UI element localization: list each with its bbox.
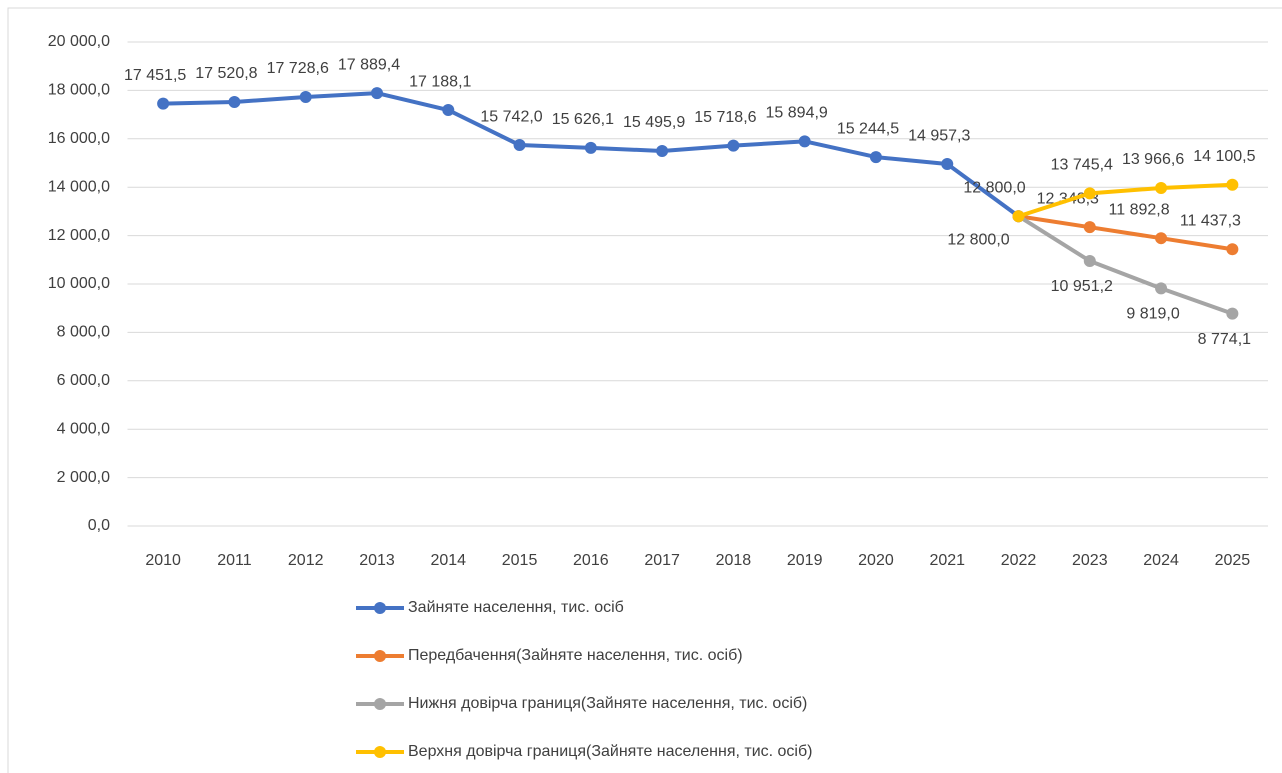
x-tick-label: 2023 bbox=[1072, 552, 1108, 569]
x-tick-label: 2018 bbox=[716, 552, 752, 569]
data-label: 15 495,9 bbox=[623, 114, 685, 131]
x-tick-label: 2012 bbox=[288, 552, 324, 569]
y-tick-label: 16 000,0 bbox=[48, 130, 110, 147]
legend-marker bbox=[374, 698, 386, 710]
data-label: 17 520,8 bbox=[195, 65, 257, 82]
data-label: 11 892,8 bbox=[1109, 201, 1170, 218]
data-point bbox=[941, 158, 954, 171]
data-label: 15 742,0 bbox=[480, 108, 542, 125]
x-tick-label: 2021 bbox=[929, 552, 965, 569]
series-line bbox=[1018, 214, 1233, 252]
data-label: 9 819,0 bbox=[1126, 306, 1179, 323]
data-point bbox=[727, 139, 740, 152]
data-point bbox=[157, 97, 170, 110]
data-point bbox=[442, 104, 455, 117]
data-label: 17 188,1 bbox=[409, 73, 471, 90]
series-line bbox=[1017, 214, 1234, 316]
legend-label: Нижня довірча границя(Зайняте населення,… bbox=[408, 695, 807, 712]
y-tick-label: 0,0 bbox=[88, 517, 110, 534]
data-label: 15 244,5 bbox=[837, 120, 899, 137]
x-tick-label: 2017 bbox=[644, 552, 680, 569]
data-point bbox=[1226, 243, 1239, 256]
data-label: 17 889,4 bbox=[338, 56, 400, 73]
x-tick-label: 2013 bbox=[359, 552, 395, 569]
legend-label: Передбачення(Зайняте населення, тис. осі… bbox=[408, 647, 743, 664]
legend-label: Зайняте населення, тис. осіб bbox=[408, 599, 624, 616]
data-point bbox=[1083, 221, 1096, 234]
legend-label: Верхня довірча границя(Зайняте населення… bbox=[408, 743, 812, 760]
data-point bbox=[299, 90, 312, 103]
data-label: 8 774,1 bbox=[1198, 331, 1251, 348]
data-point bbox=[869, 151, 882, 164]
y-tick-label: 10 000,0 bbox=[48, 275, 110, 292]
y-tick-label: 18 000,0 bbox=[48, 82, 110, 99]
data-point bbox=[584, 141, 597, 154]
data-point bbox=[1083, 254, 1096, 267]
data-point bbox=[1226, 307, 1239, 320]
series-line bbox=[1017, 182, 1233, 219]
data-label: 15 626,1 bbox=[552, 111, 614, 128]
x-tick-label: 2025 bbox=[1215, 552, 1251, 569]
data-label: 10 951,2 bbox=[1051, 278, 1113, 295]
x-tick-label: 2024 bbox=[1143, 552, 1179, 569]
data-label: 15 894,9 bbox=[766, 105, 828, 122]
x-tick-label: 2019 bbox=[787, 552, 823, 569]
data-point bbox=[1083, 187, 1096, 200]
y-tick-label: 14 000,0 bbox=[48, 178, 110, 195]
y-tick-label: 2 000,0 bbox=[57, 469, 110, 486]
data-label: 17 451,5 bbox=[124, 67, 186, 84]
data-label: 17 728,6 bbox=[267, 60, 329, 77]
x-tick-label: 2015 bbox=[502, 552, 538, 569]
data-label: 11 437,3 bbox=[1180, 212, 1241, 229]
data-label: 12 800,0 bbox=[947, 231, 1009, 248]
data-point bbox=[1155, 182, 1168, 195]
x-tick-label: 2020 bbox=[858, 552, 894, 569]
data-point bbox=[1155, 282, 1168, 295]
data-label: 14 100,5 bbox=[1193, 148, 1255, 165]
y-tick-label: 8 000,0 bbox=[57, 324, 110, 341]
x-tick-label: 2016 bbox=[573, 552, 609, 569]
y-tick-label: 12 000,0 bbox=[48, 227, 110, 244]
x-tick-label: 2014 bbox=[430, 552, 466, 569]
data-point bbox=[1012, 210, 1025, 223]
data-label: 13 745,4 bbox=[1051, 157, 1113, 174]
data-point bbox=[370, 87, 383, 100]
data-point bbox=[513, 139, 526, 152]
y-tick-label: 4 000,0 bbox=[57, 420, 110, 437]
data-label: 12 800,0 bbox=[963, 179, 1025, 196]
data-label: 14 957,3 bbox=[908, 127, 970, 144]
x-tick-label: 2011 bbox=[217, 552, 252, 569]
x-tick-label: 2022 bbox=[1001, 552, 1037, 569]
data-label: 13 966,6 bbox=[1122, 151, 1184, 168]
data-point bbox=[1226, 178, 1239, 191]
data-label: 15 718,6 bbox=[694, 109, 756, 126]
data-point bbox=[798, 135, 811, 148]
y-tick-label: 20 000,0 bbox=[48, 33, 110, 50]
legend-marker bbox=[374, 746, 386, 758]
data-point bbox=[656, 144, 669, 157]
data-point bbox=[1155, 232, 1168, 245]
x-tick-label: 2010 bbox=[145, 552, 181, 569]
legend-marker bbox=[374, 602, 386, 614]
data-point bbox=[228, 95, 241, 108]
chart-border bbox=[7, 7, 1282, 773]
y-tick-label: 6 000,0 bbox=[57, 372, 110, 389]
legend-marker bbox=[374, 650, 386, 662]
